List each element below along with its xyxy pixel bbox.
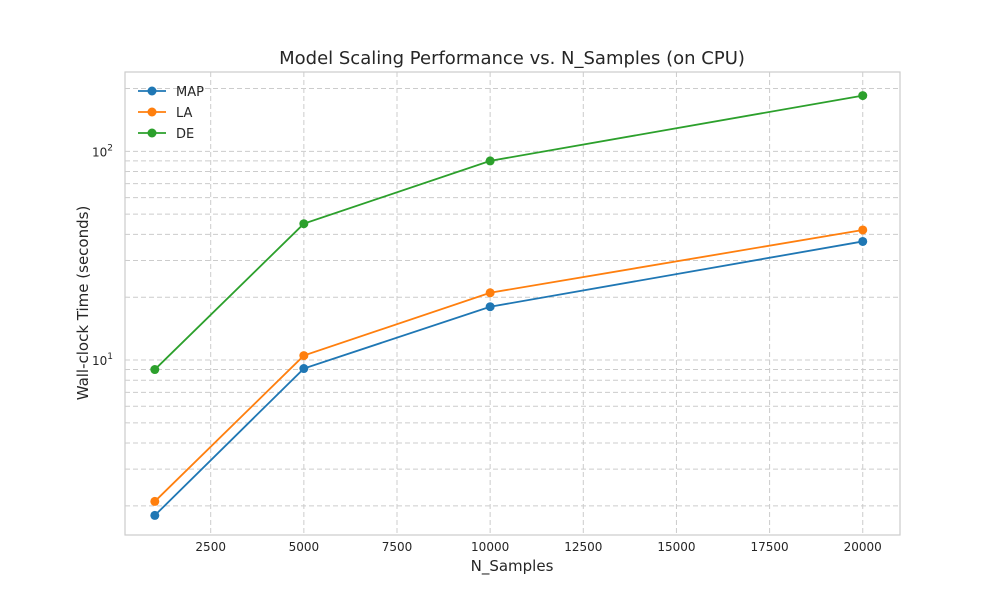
data-point-la — [150, 496, 160, 506]
y-tick-label: 102 — [92, 143, 113, 159]
y-axis-label: Wall-clock Time (seconds) — [74, 206, 92, 401]
legend-marker-la — [147, 107, 157, 117]
data-point-map — [150, 510, 160, 520]
data-point-de — [150, 365, 160, 375]
grid — [125, 72, 900, 535]
legend: MAP LA DE — [138, 85, 204, 142]
legend-marker-map — [147, 86, 157, 96]
data-point-la — [858, 225, 868, 235]
x-tick-label: 7500 — [382, 540, 413, 554]
data-point-de — [299, 219, 309, 229]
x-tick-label: 5000 — [289, 540, 320, 554]
legend-marker-de — [147, 128, 157, 138]
data-point-map — [858, 236, 868, 246]
series-line-de — [154, 94, 863, 371]
x-tick-label: 20000 — [844, 540, 882, 554]
legend-label-la: LA — [176, 106, 193, 121]
legend-label-map: MAP — [176, 85, 204, 100]
data-point-la — [485, 288, 495, 298]
x-tick-label: 10000 — [471, 540, 509, 554]
data-point-de — [485, 156, 495, 166]
tick-labels: 2500 5000 7500 10000 12500 15000 17500 20000 101… — [92, 143, 882, 554]
series-layer — [150, 91, 868, 520]
x-tick-label: 2500 — [195, 540, 226, 554]
chart-title: Model Scaling Performance vs. N_Samples … — [279, 48, 745, 69]
x-tick-label: 12500 — [564, 540, 602, 554]
x-axis-label: N_Samples — [471, 557, 554, 576]
plot-frame — [124, 71, 901, 536]
series-line-map — [154, 240, 863, 517]
data-point-la — [299, 351, 309, 361]
y-tick-label: 101 — [92, 352, 113, 368]
x-tick-label: 17500 — [750, 540, 788, 554]
series-line-la — [154, 229, 863, 503]
x-tick-label: 15000 — [657, 540, 695, 554]
data-point-map — [485, 302, 495, 312]
legend-label-de: DE — [176, 127, 194, 142]
data-point-de — [858, 91, 868, 101]
data-point-map — [299, 364, 309, 374]
